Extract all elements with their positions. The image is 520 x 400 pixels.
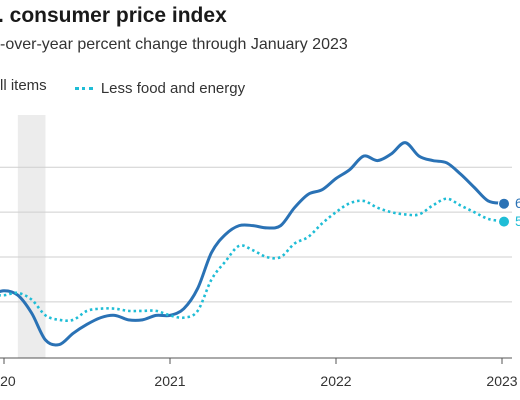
legend-label-all-items: ll items (0, 77, 47, 94)
legend: ll items Less food and energy (0, 77, 245, 97)
end-marker-0 (498, 197, 510, 210)
series-line-all-items (0, 141, 504, 347)
end-label-1: 5 (515, 213, 520, 229)
x-tick-label: 020 (0, 373, 16, 389)
x-tick-label: 2023 (486, 373, 517, 389)
end-label-0: 6 (515, 195, 520, 211)
legend-label-less-food-and-energy: Less food and energy (100, 80, 246, 97)
legend-item-all-items: ll items (0, 77, 47, 94)
recession-shading (17, 115, 46, 358)
x-tick-label: 2022 (320, 373, 351, 389)
legend-swatch-dotted (74, 87, 93, 90)
end-marker-1 (498, 215, 510, 228)
series-end-markers: 65 (498, 195, 520, 229)
legend-item-less-food-and-energy: Less food and energy (74, 80, 246, 97)
gridlines (0, 166, 512, 303)
series-line-less-food-and-energy (0, 197, 503, 323)
x-tick-label: 2021 (154, 373, 185, 389)
x-axis: 020 2021 2022 2023 (0, 357, 518, 389)
chart-title: . consumer price index (0, 4, 227, 27)
recession-shade-0 (17, 115, 46, 358)
series-lines (0, 141, 504, 347)
chart-subtitle: -over-year percent change through Januar… (0, 36, 348, 53)
